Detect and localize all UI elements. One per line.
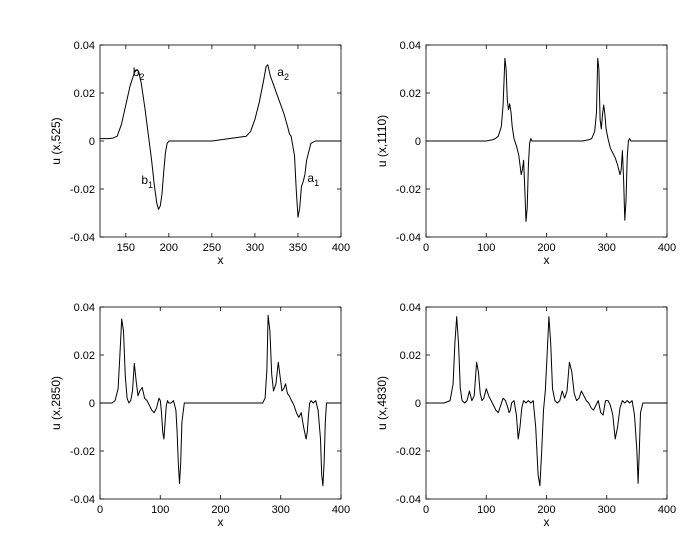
x-tick-label: 400 <box>658 242 676 254</box>
annotation-base: b <box>141 173 148 187</box>
x-tick-label: 200 <box>160 242 178 254</box>
x-axis-label: x <box>544 253 550 267</box>
y-tick-label: -0.04 <box>396 232 421 244</box>
annotation-base: b <box>133 65 140 79</box>
y-tick-label: 0 <box>89 398 95 410</box>
x-tick-label: 200 <box>537 504 555 516</box>
y-tick-label: -0.02 <box>70 446 95 458</box>
x-tick-label: 350 <box>289 242 307 254</box>
y-tick-label: 0.04 <box>74 40 95 52</box>
x-tick-label: 250 <box>203 242 221 254</box>
y-tick-label: 0 <box>415 136 421 148</box>
x-tick-label: 400 <box>332 242 350 254</box>
x-tick-label: 300 <box>246 242 264 254</box>
y-tick-label: 0 <box>415 398 421 410</box>
x-tick-label: 200 <box>211 504 229 516</box>
x-tick-label: 300 <box>598 504 616 516</box>
x-tick-label: 0 <box>423 504 429 516</box>
x-tick-label: 400 <box>658 504 676 516</box>
curve-annotation: b1 <box>141 173 153 190</box>
series-line-1 <box>99 314 342 487</box>
x-tick-label: 200 <box>537 242 555 254</box>
curve-annotation: b2 <box>133 65 145 82</box>
curve-annotation: a2 <box>277 65 289 82</box>
y-axis-label: u (x,2850) <box>49 376 63 430</box>
x-tick-label: 0 <box>423 242 429 254</box>
y-tick-label: -0.02 <box>70 184 95 196</box>
annotation-base: a <box>277 65 284 79</box>
series-line-1 <box>425 57 668 222</box>
y-tick-label: 0.04 <box>74 302 95 314</box>
x-axis-label: x <box>544 515 550 529</box>
y-tick-label: -0.04 <box>70 232 95 244</box>
y-axis-label: u (x,525) <box>49 117 63 164</box>
x-tick-label: 0 <box>97 504 103 516</box>
panel-4: 0 100 200 300 400 -0.04 -0.02 0 0.02 0.04 x u (x,48… <box>375 302 676 529</box>
y-axis-label: u (x,4830) <box>375 376 389 430</box>
x-tick-label: 100 <box>477 504 495 516</box>
panel-2: 0 100 200 300 400 -0.04 -0.02 0 0.02 0.04 x u (x,11… <box>375 40 676 267</box>
panel-3: 0 100 200 300 400 -0.04 -0.02 0 0.02 0.04 x u (x,28… <box>49 302 350 529</box>
series-line-1 <box>99 64 342 218</box>
x-tick-label: 400 <box>332 504 350 516</box>
y-tick-label: -0.02 <box>396 184 421 196</box>
curve-annotation: a1 <box>307 171 319 188</box>
series-line-1 <box>425 316 668 487</box>
x-axis-label: x <box>218 515 224 529</box>
y-tick-label: 0.04 <box>400 302 421 314</box>
y-tick-label: -0.02 <box>396 446 421 458</box>
y-tick-label: 0.04 <box>400 40 421 52</box>
y-tick-label: -0.04 <box>70 494 95 506</box>
y-tick-label: 0.02 <box>400 88 421 100</box>
y-tick-label: -0.04 <box>396 494 421 506</box>
x-tick-label: 300 <box>272 504 290 516</box>
x-tick-label: 100 <box>477 242 495 254</box>
annotation-subscript: 2 <box>139 72 144 82</box>
x-tick-label: 100 <box>151 504 169 516</box>
annotation-subscript: 1 <box>148 180 153 190</box>
y-tick-label: 0.02 <box>400 350 421 362</box>
y-tick-label: 0.02 <box>74 350 95 362</box>
x-axis-label: x <box>218 253 224 267</box>
annotation-subscript: 1 <box>314 178 319 188</box>
y-axis-label: u (x,1110) <box>375 115 389 167</box>
y-tick-label: 0 <box>89 136 95 148</box>
annotation-subscript: 2 <box>284 72 289 82</box>
y-tick-label: 0.02 <box>74 88 95 100</box>
x-tick-label: 150 <box>117 242 135 254</box>
panel-1: 150 200 250 300 350 400 -0.04 -0.02 0 0.02 0.04 x u … <box>49 40 350 267</box>
annotation-base: a <box>307 171 314 185</box>
x-tick-label: 300 <box>598 242 616 254</box>
